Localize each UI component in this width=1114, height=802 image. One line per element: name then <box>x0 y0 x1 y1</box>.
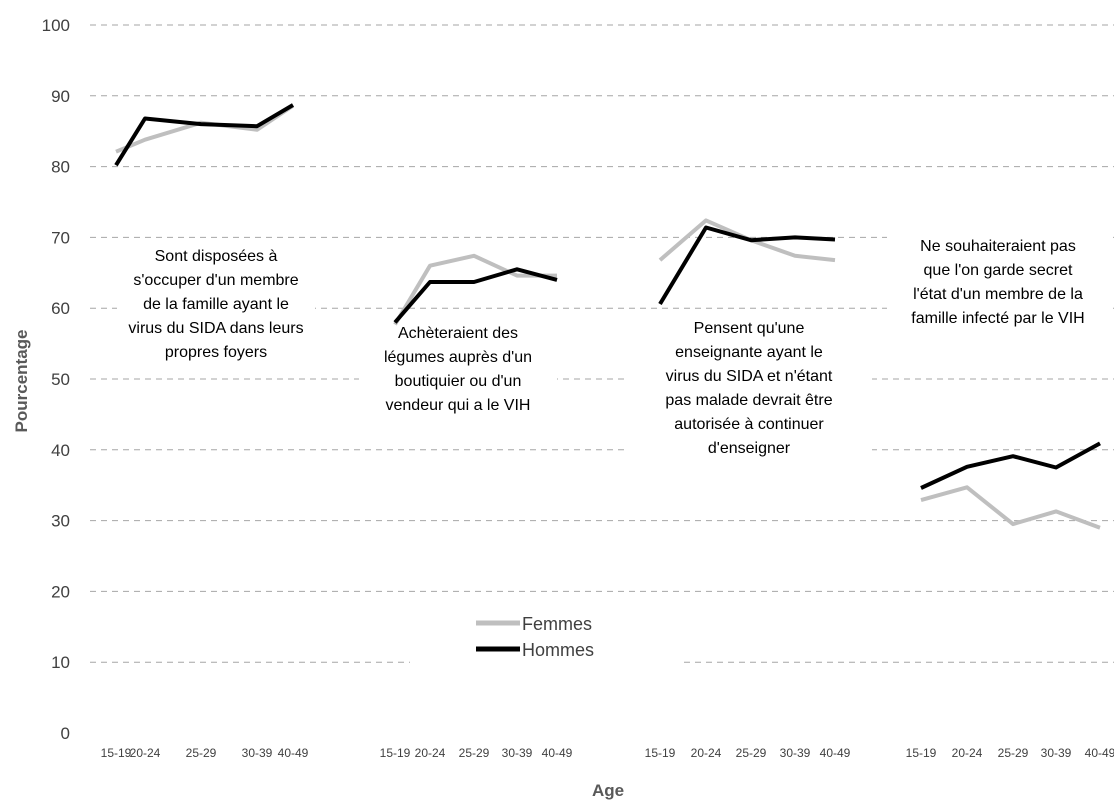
x-tick-label: 20-24 <box>952 746 983 760</box>
series-line-hommes-panel-1 <box>114 103 295 167</box>
annotation-line: virus du SIDA dans leurs <box>128 320 303 337</box>
annotation-line: autorisée à continuer <box>674 416 824 433</box>
x-tick-label: 25-29 <box>186 746 217 760</box>
x-tick-label: 25-29 <box>736 746 767 760</box>
legend-label-femmes: Femmes <box>522 614 592 634</box>
y-tick-label: 90 <box>51 87 70 106</box>
y-axis-title: Pourcentage <box>12 330 31 433</box>
x-tick-label: 15-19 <box>380 746 411 760</box>
annotation-line: l'état d'un membre de la <box>913 286 1083 303</box>
x-axis-title: Age <box>592 781 624 800</box>
y-tick-label: 10 <box>51 653 70 672</box>
annotation-line: Achèteraient des <box>398 325 518 342</box>
annotation-line: enseignante ayant le <box>675 344 823 361</box>
y-tick-label: 60 <box>51 299 70 318</box>
annotation-background <box>117 243 315 371</box>
series-line-hommes-panel-4 <box>920 441 1101 490</box>
annotation-line: vendeur qui a le VIH <box>386 397 531 414</box>
annotation-line: de la famille ayant le <box>143 296 289 313</box>
annotation-line: boutiquier ou d'un <box>395 373 522 390</box>
annotation-background <box>359 320 557 424</box>
series-line-femmes-panel-4 <box>920 485 1101 530</box>
x-tick-label: 25-29 <box>998 746 1029 760</box>
x-tick-label: 40-49 <box>820 746 851 760</box>
y-tick-label: 0 <box>61 724 70 743</box>
x-tick-label: 40-49 <box>542 746 573 760</box>
y-tick-label: 20 <box>51 582 70 601</box>
annotation-line: légumes auprès d'un <box>384 349 532 366</box>
annotation-line: Sont disposées à <box>155 248 278 265</box>
y-tick-label: 30 <box>51 512 70 531</box>
series-line-femmes-panel-2 <box>393 253 557 326</box>
x-tick-label: 15-19 <box>906 746 937 760</box>
annotation-line: Pensent qu'une <box>694 320 805 337</box>
annotation-line: propres foyers <box>165 344 267 361</box>
x-tick-label: 15-19 <box>645 746 676 760</box>
y-tick-label: 80 <box>51 158 70 177</box>
annotation-backgrounds <box>117 233 1109 467</box>
y-tick-label: 40 <box>51 441 70 460</box>
y-tick-label: 100 <box>42 16 70 35</box>
panel-annotations: Sont disposées à s'occuper d'un membre de … <box>128 238 1084 457</box>
series-lines <box>114 103 1101 530</box>
legend-label-hommes: Hommes <box>522 640 594 660</box>
x-tick-label: 15-19 <box>101 746 132 760</box>
x-tick-label: 40-49 <box>1085 746 1114 760</box>
gridlines <box>90 24 1114 663</box>
series-line-hommes-panel-3 <box>658 225 836 306</box>
annotation-line: d'enseigner <box>708 440 791 457</box>
annotation-line: pas malade devrait être <box>665 392 832 409</box>
x-tick-label: 20-24 <box>691 746 722 760</box>
annotation-line: virus du SIDA et n'étant <box>666 368 833 385</box>
x-tick-label: 40-49 <box>278 746 309 760</box>
x-tick-label: 30-39 <box>1041 746 1072 760</box>
annotation-line: Ne souhaiteraient pas <box>920 238 1076 255</box>
x-tick-label: 30-39 <box>242 746 273 760</box>
annotation-background <box>887 233 1109 337</box>
series-line-femmes-panel-1 <box>115 104 295 154</box>
legend-background <box>410 608 680 668</box>
x-tick-label: 25-29 <box>459 746 490 760</box>
annotation-line: s'occuper d'un membre <box>133 272 298 289</box>
annotation-background <box>626 315 872 467</box>
y-axis-ticks: 0 10 20 30 40 50 60 70 80 90 100 <box>42 16 70 743</box>
x-tick-label: 20-24 <box>415 746 446 760</box>
x-tick-label: 30-39 <box>780 746 811 760</box>
x-tick-label: 30-39 <box>502 746 533 760</box>
series-line-hommes-panel-2 <box>393 267 558 324</box>
annotation-line: que l'on garde secret <box>924 262 1073 279</box>
x-tick-label: 20-24 <box>130 746 161 760</box>
legend: Femmes Hommes <box>410 608 680 668</box>
annotation-line: famille infecté par le VIH <box>911 310 1084 327</box>
y-tick-label: 50 <box>51 370 70 389</box>
y-tick-label: 70 <box>51 228 70 247</box>
